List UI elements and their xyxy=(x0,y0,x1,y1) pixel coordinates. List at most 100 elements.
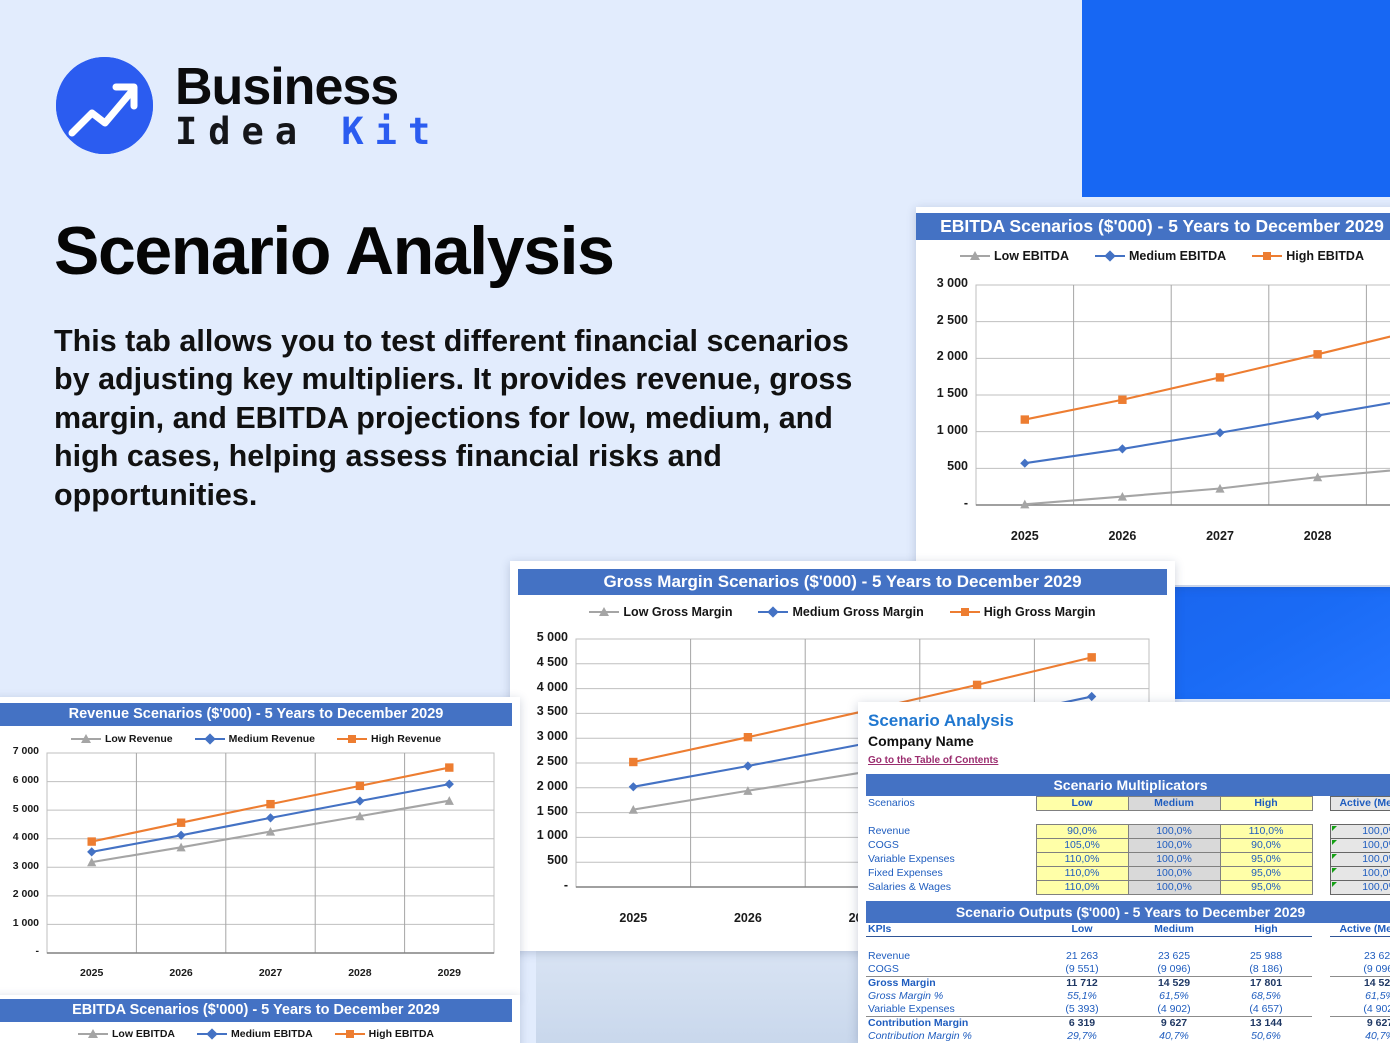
cell-low[interactable]: 110,0% xyxy=(1035,851,1129,867)
cell-active: (9 096) xyxy=(1363,962,1390,975)
cell-active: 100,0% xyxy=(1329,851,1390,867)
col-header-medium[interactable]: Medium xyxy=(1127,795,1221,811)
y-axis-tick-label: 4 000 xyxy=(12,831,39,844)
table-of-contents-link[interactable]: Go to the Table of Contents xyxy=(868,754,999,766)
legend-item-medium-revenue: Medium Revenue xyxy=(194,733,315,745)
cell-medium: (9 096) xyxy=(1157,962,1191,975)
table-row: COGS (9 551) (9 096) (8 186) (9 096) xyxy=(866,963,1390,977)
col-header-high[interactable]: High xyxy=(1219,795,1313,811)
table-scenario-multiplicators: Scenarios Low Medium High Active (Medium… xyxy=(866,795,1390,895)
x-axis-tick-label: 2028 xyxy=(348,967,372,979)
y-axis-tick-label: 1 500 xyxy=(536,803,568,818)
panel-header: Scenario Analysis Company Name Go to the… xyxy=(858,702,1390,768)
cell-high: (4 657) xyxy=(1249,1002,1283,1015)
cell-medium: 61,5% xyxy=(1159,989,1189,1002)
x-axis-tick-label: 2029 xyxy=(1379,529,1390,543)
y-axis-tick-label: 7 000 xyxy=(12,745,39,758)
cell-high[interactable]: 95,0% xyxy=(1219,879,1313,895)
cell-high: (8 186) xyxy=(1249,962,1283,975)
y-axis-tick-label: - xyxy=(563,878,568,892)
chart-card-ebitda-top: EBITDA Scenarios ($'000) - 5 Years to De… xyxy=(916,207,1390,585)
cell-medium[interactable]: 100,0% xyxy=(1127,837,1221,853)
row-label: Contribution Margin xyxy=(866,1015,1036,1030)
cell-active: 40,7% xyxy=(1365,1029,1390,1042)
spacer-cell xyxy=(1312,852,1330,866)
cell-active: 100,0% xyxy=(1329,865,1390,881)
spacer-cell xyxy=(1312,824,1330,838)
comment-flag-icon xyxy=(1331,867,1337,873)
table-row: Variable Expenses 110,0% 100,0% 95,0% 10… xyxy=(866,851,1390,867)
legend-marker-square-icon xyxy=(334,1029,365,1039)
row-header-kpis: KPIs xyxy=(866,922,1036,937)
chart-legend-gross-margin: Low Gross Margin Medium Gross Margin Hig… xyxy=(510,605,1175,619)
cell-medium[interactable]: 100,0% xyxy=(1127,879,1221,895)
x-axis-tick-label: 2029 xyxy=(437,967,461,979)
cell-low: 21 263 xyxy=(1065,949,1099,962)
spacer-cell xyxy=(1312,990,1330,1003)
col-header-low[interactable]: Low xyxy=(1035,795,1129,811)
brand-logo: Business Idea Kit xyxy=(56,57,441,154)
col-header-high: High xyxy=(1220,922,1312,937)
y-axis-tick-label: 2 500 xyxy=(536,754,568,768)
cell-active: 14 529 xyxy=(1330,975,1390,990)
col-header-low: Low xyxy=(1036,922,1128,937)
cell-medium[interactable]: 100,0% xyxy=(1127,823,1221,839)
spacer-cell xyxy=(1312,1030,1330,1043)
cell-low[interactable]: 105,0% xyxy=(1035,837,1129,853)
cell-low[interactable]: 110,0% xyxy=(1035,879,1129,895)
x-axis-tick-label: 2025 xyxy=(1010,529,1039,543)
x-axis-tick-label: 2026 xyxy=(169,967,193,979)
cell-high[interactable]: 90,0% xyxy=(1219,837,1313,853)
legend-item-medium-gross-margin: Medium Gross Margin xyxy=(758,605,924,619)
spacer-row xyxy=(866,810,1390,824)
x-axis-tick-label: 2026 xyxy=(733,911,762,925)
chart-card-revenue: Revenue Scenarios ($'000) - 5 Years to D… xyxy=(0,697,520,997)
x-axis-tick-label: 2025 xyxy=(80,967,104,979)
spacer-cell xyxy=(1312,838,1330,852)
cell-low: 6 319 xyxy=(1036,1015,1128,1030)
table-header-row: Scenarios Low Medium High Active (Medium… xyxy=(866,795,1390,811)
cell-low: 29,7% xyxy=(1067,1029,1097,1042)
table-row: Revenue 21 263 23 625 25 988 23 625 xyxy=(866,950,1390,963)
cell-medium: 40,7% xyxy=(1159,1029,1189,1042)
cell-active: 9 627 xyxy=(1330,1015,1390,1030)
legend-item-low-ebitda: Low EBITDA xyxy=(78,1028,175,1040)
spacer-cell xyxy=(1312,1003,1330,1017)
cell-medium[interactable]: 100,0% xyxy=(1127,865,1221,881)
table-row: Fixed Expenses 110,0% 100,0% 95,0% 100,0… xyxy=(866,865,1390,881)
comment-flag-icon xyxy=(1331,881,1337,887)
cell-low[interactable]: 90,0% xyxy=(1035,823,1129,839)
cell-active: 23 625 xyxy=(1363,949,1390,962)
spacer-row xyxy=(866,936,1390,950)
y-axis-tick-label: 3 000 xyxy=(536,729,568,744)
cell-high[interactable]: 110,0% xyxy=(1219,823,1313,839)
y-axis-tick-label: 6 000 xyxy=(12,774,39,786)
spacer-cell xyxy=(1312,950,1330,963)
brand-word-idea: Idea xyxy=(175,110,342,153)
cell-high[interactable]: 95,0% xyxy=(1219,865,1313,881)
legend-label: High EBITDA xyxy=(1286,249,1364,263)
legend-label: High Revenue xyxy=(371,733,442,745)
row-label: Gross Margin % xyxy=(868,989,944,1002)
y-axis-tick-label: 500 xyxy=(547,853,568,868)
x-axis-tick-label: 2026 xyxy=(1108,529,1137,543)
cell-active-value: 100,0% xyxy=(1362,824,1390,837)
row-label: Gross Margin xyxy=(866,975,1036,990)
row-label: Revenue xyxy=(868,824,911,837)
cell-active-value: 100,0% xyxy=(1362,866,1390,879)
cell-high[interactable]: 95,0% xyxy=(1219,851,1313,867)
cell-active-value: 100,0% xyxy=(1362,838,1390,851)
cell-low: 55,1% xyxy=(1067,989,1097,1002)
y-axis-tick-label: 3 500 xyxy=(536,704,568,719)
cell-active: 61,5% xyxy=(1365,989,1390,1002)
legend-marker-diamond-icon xyxy=(194,733,225,745)
spacer-cell xyxy=(1312,976,1330,990)
table-scenario-outputs: KPIs Low Medium High Active (Medium) Rev… xyxy=(866,922,1390,1043)
col-header-active[interactable]: Active (Medium) xyxy=(1329,795,1390,811)
chart-card-ebitda-bottom: EBITDA Scenarios ($'000) - 5 Years to De… xyxy=(0,995,520,1043)
cell-medium[interactable]: 100,0% xyxy=(1127,851,1221,867)
comment-flag-icon xyxy=(1331,853,1337,859)
cell-low[interactable]: 110,0% xyxy=(1035,865,1129,881)
cell-high: 17 801 xyxy=(1220,975,1312,990)
